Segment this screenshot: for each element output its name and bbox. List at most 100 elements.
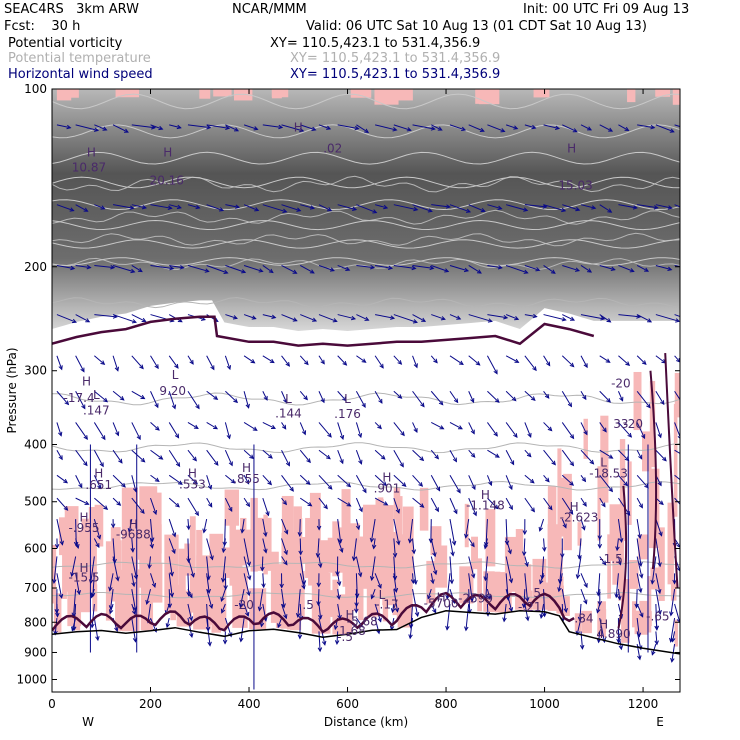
wind-vector — [487, 264, 503, 270]
wind-vector — [561, 391, 573, 408]
wind-vector — [112, 264, 136, 274]
wind-vector-shaft — [580, 497, 587, 507]
wind-vector-shaft — [71, 556, 77, 577]
pv-positive-patch — [393, 486, 401, 520]
wind-vector-head — [638, 454, 643, 460]
wind-vector — [374, 497, 389, 506]
wind-vector-head — [149, 543, 154, 549]
wind-vector — [318, 603, 323, 620]
pv-positive-patch — [275, 567, 282, 628]
wind-vector-head — [226, 434, 231, 440]
wind-vector — [449, 264, 470, 273]
wind-vector-shaft — [299, 603, 302, 620]
wind-vector-head — [303, 395, 308, 401]
wind-vector-shaft — [618, 124, 629, 131]
wind-vector-shaft — [487, 449, 500, 458]
wind-vector-shaft — [599, 474, 613, 492]
wind-vector-shaft — [356, 204, 377, 214]
wind-vector-head — [479, 127, 485, 133]
wind-vector-head — [339, 459, 344, 465]
wind-vector-head — [131, 610, 137, 616]
wind-vector — [543, 497, 553, 511]
wind-vector-head — [400, 431, 405, 437]
wind-vector-shaft — [224, 450, 233, 466]
wind-vector-head — [524, 597, 530, 603]
wind-vector-head — [638, 562, 643, 568]
wind-vector — [674, 204, 680, 208]
wind-vector — [580, 391, 587, 401]
wind-vector — [94, 497, 109, 510]
y-tick-label: 800 — [24, 615, 47, 629]
pv-positive-patch — [129, 507, 141, 560]
wind-vector-shaft — [543, 314, 566, 321]
contour-label: L — [344, 392, 351, 406]
wind-vector-head — [316, 582, 322, 588]
contour-label: H — [242, 461, 251, 475]
wind-vector — [281, 124, 305, 133]
wind-vector — [580, 265, 593, 273]
wind-vector — [636, 519, 642, 540]
wind-vector — [449, 421, 463, 430]
wind-vector-head — [254, 207, 260, 212]
wind-vector-shaft — [109, 603, 114, 614]
wind-vector-head — [681, 265, 685, 269]
wind-vector-head — [152, 510, 158, 516]
wind-vector — [243, 475, 250, 485]
wind-vector — [655, 573, 662, 595]
wind-vector — [561, 474, 575, 486]
contour-label: -20 — [611, 376, 631, 390]
wind-vector — [75, 449, 88, 467]
wind-vector-head — [246, 575, 252, 581]
wind-vector-head — [99, 462, 104, 468]
wind-vector-shaft — [393, 497, 400, 513]
wind-vector-shaft — [71, 617, 77, 631]
wind-vector — [580, 355, 588, 369]
theta-contour — [52, 257, 680, 267]
pv-positive-patch — [674, 619, 678, 647]
wind-vector-head — [241, 269, 247, 274]
wind-vector-shaft — [93, 617, 99, 641]
wind-vector-shaft — [168, 391, 176, 409]
wind-vector — [187, 124, 212, 130]
wind-vector-shaft — [636, 538, 642, 567]
wind-vector-shaft — [430, 556, 437, 575]
pv-positive-patch — [464, 503, 469, 548]
pv-positive-patch — [74, 575, 81, 631]
wind-vector-shaft — [90, 556, 95, 584]
wind-vector-head — [570, 316, 576, 321]
wind-vector-head — [577, 554, 582, 560]
contour-label: -1.5 — [599, 552, 622, 566]
wind-vector-head — [601, 560, 607, 566]
wind-vector — [486, 588, 492, 600]
wind-vector — [411, 538, 417, 555]
wind-vector-head — [539, 579, 544, 585]
wind-vector-head — [55, 612, 60, 618]
wind-vector — [56, 422, 63, 437]
wind-vector — [299, 355, 309, 366]
wind-vector-head — [653, 205, 659, 210]
wind-vector — [93, 422, 106, 441]
wind-vector-shaft — [239, 589, 245, 607]
wind-vector-shaft — [206, 421, 218, 430]
wind-vector — [374, 355, 384, 369]
wind-vector-shaft — [318, 631, 321, 652]
wind-vector — [150, 573, 157, 588]
wind-vector-head — [58, 431, 63, 437]
wind-vector-shaft — [148, 556, 152, 569]
wind-vector — [468, 497, 477, 517]
wind-vector-head — [228, 461, 233, 467]
wind-vector — [56, 204, 75, 212]
wind-vector — [337, 497, 352, 507]
wind-vector-shaft — [281, 124, 304, 132]
pv-positive-patch — [490, 591, 502, 613]
wind-vector-head — [346, 482, 352, 488]
wind-vector-head — [539, 613, 544, 619]
wind-vector-head — [230, 479, 236, 484]
wind-vector — [318, 449, 331, 460]
wind-vector — [355, 391, 366, 408]
wind-vector-head — [413, 363, 418, 369]
wind-vector — [260, 556, 265, 572]
wind-vector-head — [572, 128, 578, 133]
wind-vector-head — [418, 482, 424, 487]
wind-vector-head — [494, 398, 500, 403]
